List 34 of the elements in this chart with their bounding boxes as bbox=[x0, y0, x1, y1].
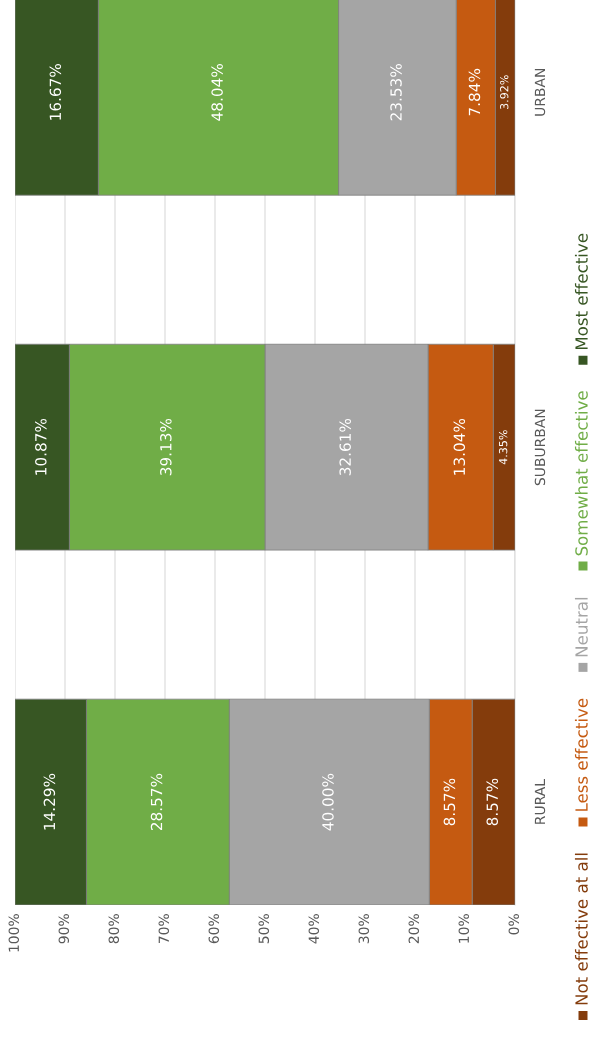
data-label: 48.04% bbox=[211, 63, 223, 121]
data-label: 7.84% bbox=[468, 68, 481, 116]
text: Less effective bbox=[574, 698, 588, 811]
text: Neutral bbox=[574, 597, 588, 657]
x-tick-label: 0% bbox=[508, 914, 520, 935]
y-tick-label: SUBURBAN bbox=[534, 409, 546, 486]
x-tick-label: 60% bbox=[208, 914, 220, 944]
data-label: 4.35% bbox=[498, 430, 508, 465]
x-tick-label: 20% bbox=[408, 914, 420, 944]
x-tick-label: 70% bbox=[158, 914, 170, 944]
data-label: 13.04% bbox=[453, 418, 466, 475]
data-label: 10.87% bbox=[35, 418, 47, 475]
data-label: 40.00% bbox=[322, 773, 334, 831]
x-tick-label: 40% bbox=[308, 914, 320, 944]
y-tick-label: URBAN bbox=[534, 69, 546, 116]
x-tick-label: 90% bbox=[58, 914, 70, 944]
data-label: 28.57% bbox=[150, 773, 163, 831]
data-label: 32.61% bbox=[339, 418, 351, 476]
x-tick-label: 100% bbox=[8, 914, 20, 952]
data-label: 16.67% bbox=[49, 63, 62, 120]
text: Most effective bbox=[574, 233, 588, 350]
x-tick-label: 80% bbox=[108, 914, 120, 944]
data-label: 23.53% bbox=[390, 63, 402, 121]
x-tick-label: 30% bbox=[358, 914, 370, 944]
data-label: 8.57% bbox=[486, 778, 499, 826]
data-label: 14.29% bbox=[43, 773, 56, 830]
x-tick-label: 50% bbox=[258, 914, 270, 944]
x-tick-label: 10% bbox=[458, 914, 470, 943]
text: Somewhat effective bbox=[574, 391, 588, 556]
data-label: 39.13% bbox=[160, 418, 172, 476]
data-label: 8.57% bbox=[443, 778, 456, 826]
y-tick-label: RURAL bbox=[534, 779, 546, 824]
text: Not effective at all bbox=[574, 853, 588, 1005]
data-label: 3.92% bbox=[500, 75, 509, 110]
